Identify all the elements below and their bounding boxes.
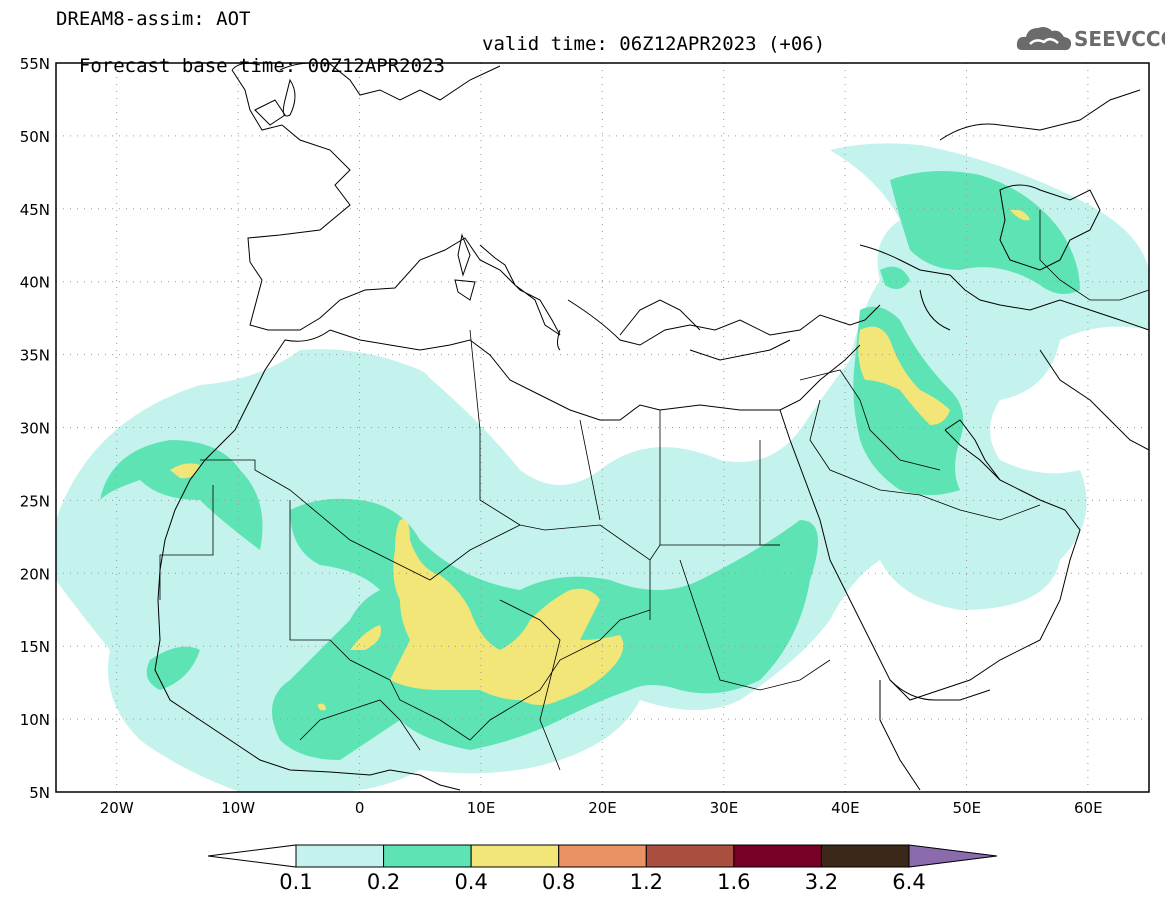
lat-label-50N: 50N <box>20 128 50 146</box>
graticule <box>56 63 1149 792</box>
colorbar-level-label: 6.4 <box>892 870 926 894</box>
lat-label-15N: 15N <box>20 638 50 656</box>
lon-label-30E: 30E <box>710 799 739 817</box>
valid-time: valid time: 06Z12APR2023 (+06) <box>482 33 826 55</box>
lat-label-10N: 10N <box>20 711 50 729</box>
logo-text: SEEVCCC <box>1074 27 1165 51</box>
colorbar-segment <box>820 844 910 868</box>
colorbar-level-label: 3.2 <box>804 870 839 894</box>
map-frame <box>55 62 1150 793</box>
colorbar-segment <box>645 844 735 868</box>
colorbar-level-label: 0.8 <box>542 870 576 894</box>
lat-label-40N: 40N <box>20 274 50 292</box>
forecast-times: Forecast base time: 00Z12APR2023 valid t… <box>56 33 825 99</box>
colorbar-level-label: 1.2 <box>629 870 663 894</box>
cloud-icon <box>1016 27 1072 51</box>
colorbar-under-triangle <box>207 844 297 868</box>
lon-label-0: 0 <box>355 799 365 817</box>
lat-label-5N: 5N <box>29 784 50 802</box>
lon-label-20W: 20W <box>100 799 134 817</box>
colorbar-over-triangle <box>908 844 998 868</box>
colorbar-segment <box>383 844 472 868</box>
lon-label-20E: 20E <box>588 799 617 817</box>
coastlines <box>154 63 1149 791</box>
lon-label-50E: 50E <box>953 799 982 817</box>
colorbar-segment <box>470 844 560 868</box>
colorbar-segment <box>558 844 647 868</box>
lat-label-55N: 55N <box>20 55 50 73</box>
lat-label-20N: 20N <box>20 565 50 583</box>
aot-band-0.4-0.8 <box>170 209 1030 711</box>
seevccc-logo: SEEVCCC <box>1016 20 1165 56</box>
lat-label-25N: 25N <box>20 492 50 510</box>
colorbar <box>207 844 998 868</box>
colorbar-level-label: 0.1 <box>279 870 313 894</box>
base-time: Forecast base time: 00Z12APR2023 <box>78 55 445 77</box>
lon-label-10W: 10W <box>221 799 255 817</box>
latitude-labels: 55N 50N 45N 40N 35N 30N 25N 20N 15N 10N 5N <box>20 55 50 802</box>
colorbar-level-label: 1.6 <box>717 870 751 894</box>
lon-label-10E: 10E <box>467 799 496 817</box>
colorbar-segment <box>733 844 822 868</box>
colorbar-segment <box>295 844 385 868</box>
country-borders <box>159 210 1149 771</box>
lon-label-40E: 40E <box>831 799 860 817</box>
longitude-labels: 20W 10W 0 10E 20E 30E 40E 50E 60E <box>100 799 1103 817</box>
lat-label-30N: 30N <box>20 420 50 438</box>
chart-title: DREAM8-assim: AOT <box>56 8 251 30</box>
lat-label-35N: 35N <box>20 347 50 365</box>
colorbar-level-label: 0.4 <box>454 870 488 894</box>
lon-label-60E: 60E <box>1074 799 1103 817</box>
aot-band-0.1-0.2 <box>56 143 1149 792</box>
colorbar-level-label: 0.2 <box>366 870 401 894</box>
lat-label-45N: 45N <box>20 201 50 219</box>
